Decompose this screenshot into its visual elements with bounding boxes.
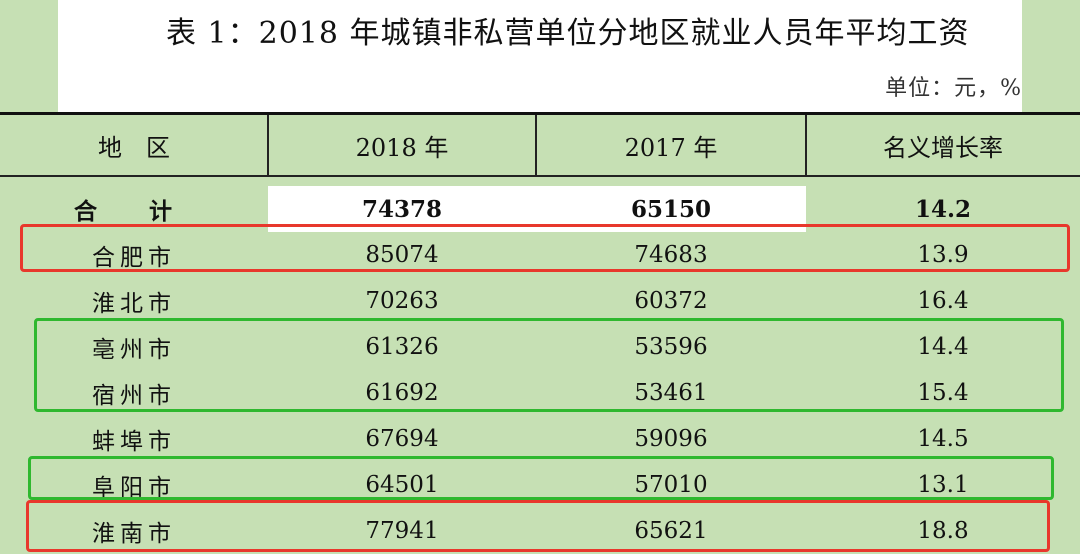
table-row: 阜阳市 64501 57010 13.1 <box>0 462 1080 508</box>
header-bottom-border <box>0 175 1080 177</box>
row-2017: 53461 <box>634 380 708 406</box>
green-highlight-box <box>34 318 1064 412</box>
row-2017: 65621 <box>634 518 708 544</box>
table-top-border <box>0 112 1080 115</box>
table-row: 合肥市 85074 74683 13.9 <box>0 232 1080 278</box>
row-2017: 53596 <box>634 334 708 360</box>
total-region: 合 计 <box>73 199 194 225</box>
table-header-row: 地 区 2018 年 2017 年 名义增长率 <box>0 115 1080 175</box>
row-region: 淮北市 <box>92 291 176 317</box>
row-region: 宿州市 <box>92 383 176 409</box>
header-divider <box>535 115 537 175</box>
row-region: 亳州市 <box>92 337 176 363</box>
total-growth: 14.2 <box>914 195 972 223</box>
table-row: 宿州市 61692 53461 15.4 <box>0 370 1080 416</box>
header-2017: 2017 年 <box>624 133 718 162</box>
row-growth: 14.5 <box>917 426 969 452</box>
row-growth: 16.4 <box>917 288 969 314</box>
table-row: 亳州市 61326 53596 14.4 <box>0 324 1080 370</box>
row-region: 阜阳市 <box>92 475 176 501</box>
row-region: 淮南市 <box>92 521 176 547</box>
red-highlight-box <box>26 500 1050 552</box>
table-row: 淮北市 70263 60372 16.4 <box>0 278 1080 324</box>
row-2017: 74683 <box>634 242 708 268</box>
row-region: 合肥市 <box>92 245 176 271</box>
row-growth: 14.4 <box>917 334 969 360</box>
row-2018: 70263 <box>365 288 439 314</box>
header-divider <box>267 115 269 175</box>
row-growth: 18.8 <box>917 518 969 544</box>
row-region: 蚌埠市 <box>92 429 176 455</box>
row-growth: 15.4 <box>917 380 969 406</box>
row-2017: 60372 <box>634 288 708 314</box>
table-row: 淮南市 77941 65621 18.8 <box>0 508 1080 554</box>
header-growth: 名义增长率 <box>883 133 1003 162</box>
header-divider <box>805 115 807 175</box>
row-2018: 61692 <box>365 380 439 406</box>
red-highlight-box <box>20 224 1070 272</box>
table-row: 蚌埠市 67694 59096 14.5 <box>0 416 1080 462</box>
row-2018: 61326 <box>365 334 439 360</box>
row-2017: 57010 <box>634 472 708 498</box>
header-region: 地 区 <box>98 133 170 162</box>
row-2017: 59096 <box>634 426 708 452</box>
row-2018: 77941 <box>365 518 439 544</box>
green-highlight-box <box>28 456 1054 500</box>
row-growth: 13.9 <box>917 242 969 268</box>
header-2018: 2018 年 <box>355 133 449 162</box>
row-2018: 67694 <box>365 426 439 452</box>
title-area: 表 1：2018 年城镇非私营单位分地区就业人员年平均工资 单位：元，% <box>58 0 1022 112</box>
unit-label: 单位：元，% <box>885 76 1022 101</box>
row-growth: 13.1 <box>917 472 969 498</box>
row-2018: 64501 <box>365 472 439 498</box>
row-2018: 85074 <box>365 242 439 268</box>
table-title: 表 1：2018 年城镇非私营单位分地区就业人员年平均工资 <box>166 16 970 51</box>
